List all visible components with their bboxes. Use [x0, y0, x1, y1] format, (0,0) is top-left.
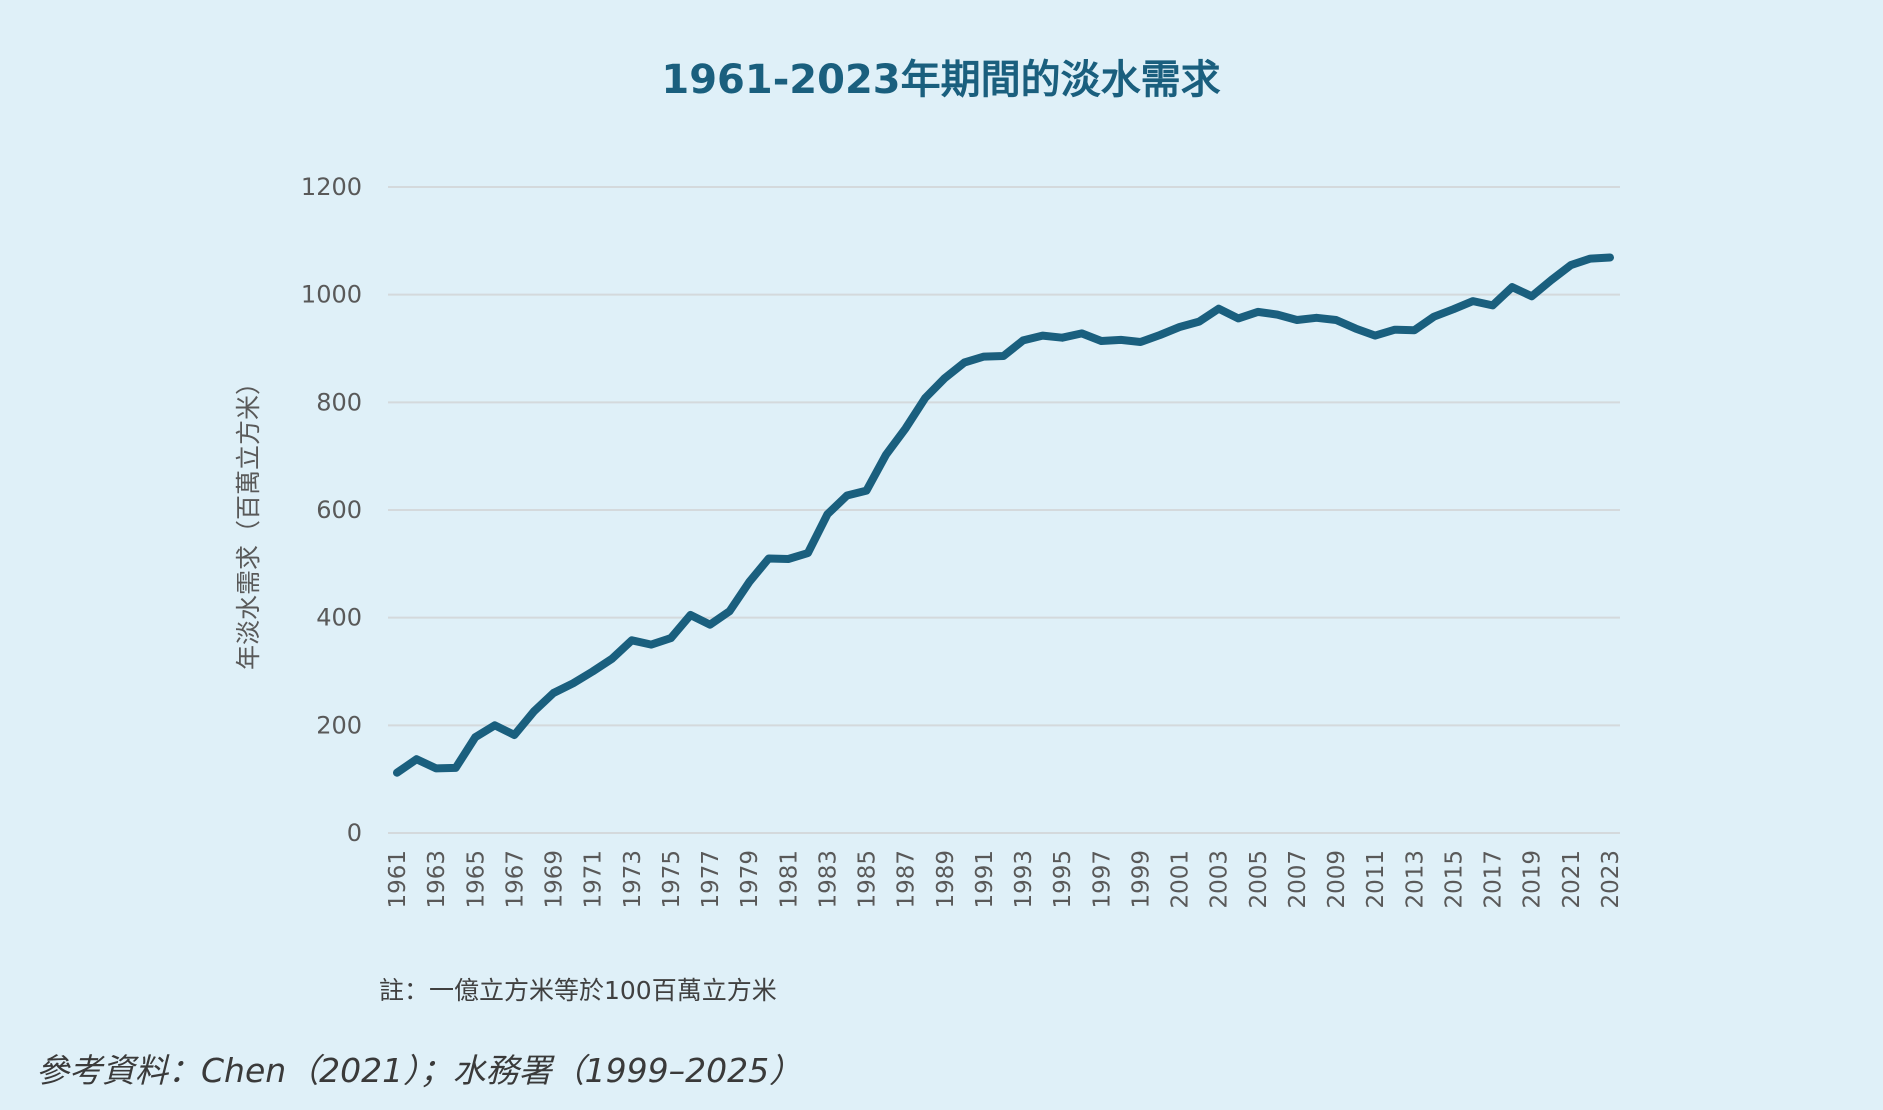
x-tick-label: 1973: [620, 850, 646, 909]
x-tick-label: 1969: [542, 850, 568, 909]
x-tick-label: 2003: [1207, 850, 1233, 909]
chart-title: 1961-2023年期間的淡水需求: [661, 57, 1220, 103]
x-tick-label: 2015: [1441, 850, 1467, 909]
x-tick-label: 1993: [1011, 850, 1037, 909]
x-tick-label: 2001: [1168, 850, 1194, 909]
x-tick-label: 1981: [776, 850, 802, 909]
x-tick-label: 1991: [972, 850, 998, 909]
x-tick-label: 1977: [698, 850, 724, 909]
x-tick-label: 1997: [1089, 850, 1115, 909]
x-tick-label: 2005: [1246, 850, 1272, 909]
x-tick-label: 1999: [1128, 850, 1154, 909]
x-tick-label: 1971: [581, 850, 607, 909]
x-axis-ticks: 1961 1963 1965 1967 1969 1971 1973 1975 1977 1979…: [385, 850, 1624, 909]
y-tick-label: 600: [316, 496, 362, 524]
y-tick-label: 200: [316, 711, 362, 739]
x-tick-label: 1975: [659, 850, 685, 909]
y-tick-label: 0: [347, 819, 362, 847]
x-tick-label: 2019: [1520, 850, 1546, 909]
y-tick-label: 400: [316, 604, 362, 632]
y-axis-title: 年淡水需求（百萬立方米）: [234, 370, 263, 670]
x-tick-label: 2017: [1481, 850, 1507, 909]
y-tick-label: 1200: [301, 173, 362, 201]
x-tick-label: 2013: [1402, 850, 1428, 909]
chart-note: 註：一億立方米等於100百萬立方米: [379, 976, 777, 1005]
x-tick-label: 2023: [1598, 850, 1624, 909]
x-tick-label: 1963: [424, 850, 450, 909]
x-tick-label: 2007: [1285, 850, 1311, 909]
x-tick-label: 1965: [463, 850, 489, 909]
x-tick-label: 1989: [933, 850, 959, 909]
x-tick-label: 2009: [1324, 850, 1350, 909]
y-axis-ticks: 0 200 400 600 800 1000 1200: [301, 173, 362, 847]
x-tick-label: 1985: [855, 850, 881, 909]
series-line-0: [393, 253, 1614, 777]
x-tick-label: 2021: [1559, 850, 1585, 909]
y-tick-label: 1000: [301, 281, 362, 309]
y-tick-label: 800: [316, 388, 362, 416]
source-citation: 參考資料：Chen（2021）；水務署（1999–2025）: [36, 1051, 802, 1090]
x-tick-label: 1987: [894, 850, 920, 909]
x-tick-label: 2011: [1363, 850, 1389, 909]
x-tick-label: 1995: [1050, 850, 1076, 909]
x-tick-label: 1961: [385, 850, 411, 909]
series-group: [393, 253, 1614, 777]
x-tick-label: 1967: [502, 850, 528, 909]
x-tick-label: 1979: [737, 850, 763, 909]
gridlines: [388, 186, 1620, 834]
x-tick-label: 1983: [815, 850, 841, 909]
